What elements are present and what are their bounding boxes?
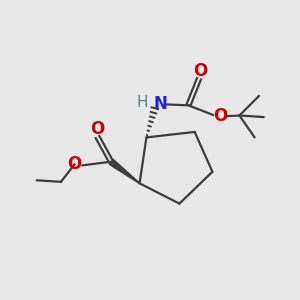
Text: O: O xyxy=(67,155,82,173)
Text: N: N xyxy=(154,95,168,113)
Text: O: O xyxy=(213,107,228,125)
Text: O: O xyxy=(193,61,207,80)
Text: H: H xyxy=(136,95,148,110)
Text: O: O xyxy=(90,120,104,138)
Polygon shape xyxy=(109,159,140,184)
